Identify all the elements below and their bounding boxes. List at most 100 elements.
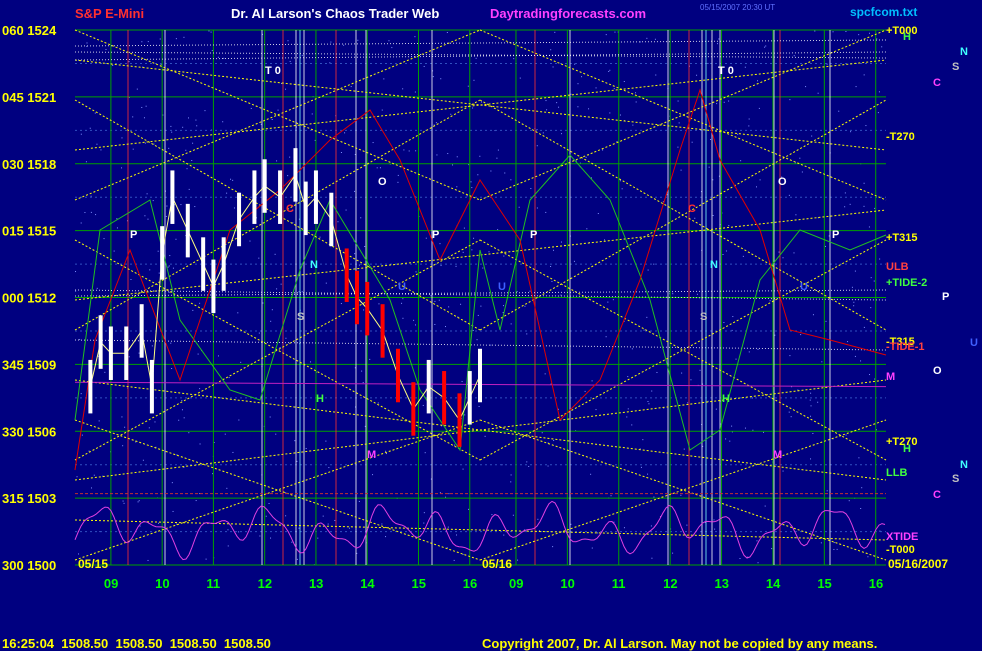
speckle — [213, 441, 215, 443]
speckle — [793, 55, 795, 57]
speckle — [488, 251, 490, 253]
speckle — [512, 514, 514, 516]
speckle — [226, 192, 228, 194]
right-label: -T000 — [886, 544, 915, 556]
speckle — [523, 529, 525, 531]
speckle — [414, 91, 416, 93]
speckle — [440, 265, 442, 267]
speckle — [455, 265, 457, 267]
speckle — [96, 143, 98, 145]
speckle — [262, 302, 264, 304]
speckle — [210, 31, 212, 33]
speckle — [138, 500, 140, 502]
speckle — [863, 326, 865, 328]
speckle — [415, 324, 417, 326]
speckle — [90, 195, 92, 197]
speckle — [845, 30, 847, 32]
speckle — [153, 143, 155, 145]
speckle — [461, 381, 463, 383]
speckle — [747, 556, 749, 558]
site-link[interactable]: Daytradingforecasts.com — [490, 6, 646, 21]
speckle — [735, 358, 737, 360]
speckle — [434, 300, 436, 302]
speckle — [712, 215, 714, 217]
speckle — [518, 206, 520, 208]
speckle — [121, 416, 123, 418]
speckle — [199, 493, 201, 495]
speckle — [168, 160, 170, 162]
speckle — [97, 355, 99, 357]
speckle — [510, 179, 512, 181]
speckle — [289, 60, 291, 62]
speckle — [423, 512, 425, 514]
speckle — [790, 416, 792, 418]
speckle — [491, 514, 493, 516]
speckle — [327, 523, 329, 525]
flux-green-curve — [74, 154, 887, 452]
planet-marker: H — [903, 443, 911, 455]
speckle — [868, 32, 870, 34]
speckle — [825, 320, 827, 322]
speckle — [860, 360, 862, 362]
speckle — [277, 109, 279, 111]
speckle — [573, 260, 575, 262]
speckle — [868, 226, 870, 228]
speckle — [844, 192, 846, 194]
speckle — [128, 356, 130, 358]
speckle — [340, 303, 342, 305]
speckle — [547, 465, 549, 467]
speckle — [456, 534, 458, 536]
speckle — [195, 119, 197, 121]
speckle — [728, 225, 730, 227]
speckle — [639, 448, 641, 450]
speckle — [590, 473, 592, 475]
x-tick-label: 10 — [560, 576, 574, 591]
field-line — [74, 339, 887, 351]
speckle — [199, 388, 201, 390]
speckle — [853, 301, 855, 303]
speckle — [250, 107, 252, 109]
speckle — [663, 407, 665, 409]
speckle — [826, 63, 828, 65]
speckle — [93, 474, 95, 476]
speckle — [497, 149, 499, 151]
speckle — [560, 294, 562, 296]
speckle — [696, 74, 698, 76]
planet-marker: H — [903, 31, 911, 43]
speckle — [122, 445, 124, 447]
speckle — [121, 137, 123, 139]
speckle — [256, 217, 258, 219]
planet-marker: S — [297, 311, 304, 323]
speckle — [414, 36, 416, 38]
speckle — [588, 108, 590, 110]
speckle — [826, 490, 828, 492]
speckle — [415, 150, 417, 152]
speckle — [96, 287, 98, 289]
speckle — [98, 420, 100, 422]
field-line — [74, 289, 887, 301]
speckle — [546, 109, 548, 111]
speckle — [146, 193, 148, 195]
field-line — [74, 419, 481, 561]
speckle — [149, 269, 151, 271]
price-bar — [442, 371, 447, 425]
speckle — [870, 277, 872, 279]
speckle — [358, 264, 360, 266]
speckle — [560, 241, 562, 243]
speckle — [192, 142, 194, 144]
speckle — [155, 446, 157, 448]
speckle — [718, 175, 720, 177]
speckle — [848, 500, 850, 502]
speckle — [103, 238, 105, 240]
speckle — [526, 461, 528, 463]
speckle — [700, 191, 702, 193]
speckle — [402, 317, 404, 319]
speckle — [262, 33, 264, 35]
planet-marker: U — [800, 281, 808, 293]
speckle — [86, 45, 88, 47]
speckle — [168, 147, 170, 149]
speckle — [597, 213, 599, 215]
speckle — [369, 358, 371, 360]
speckle — [810, 405, 812, 407]
speckle — [513, 58, 515, 60]
